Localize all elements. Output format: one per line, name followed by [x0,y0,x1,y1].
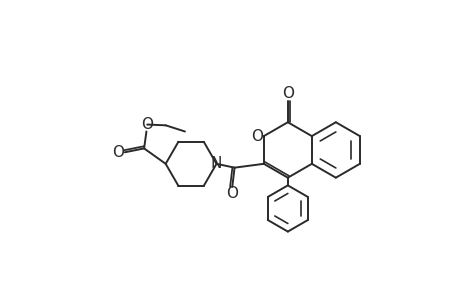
Text: O: O [281,86,293,101]
Text: O: O [112,145,123,160]
Text: O: O [250,129,263,144]
Text: O: O [226,186,238,201]
Text: O: O [141,117,153,132]
Text: N: N [210,156,222,171]
